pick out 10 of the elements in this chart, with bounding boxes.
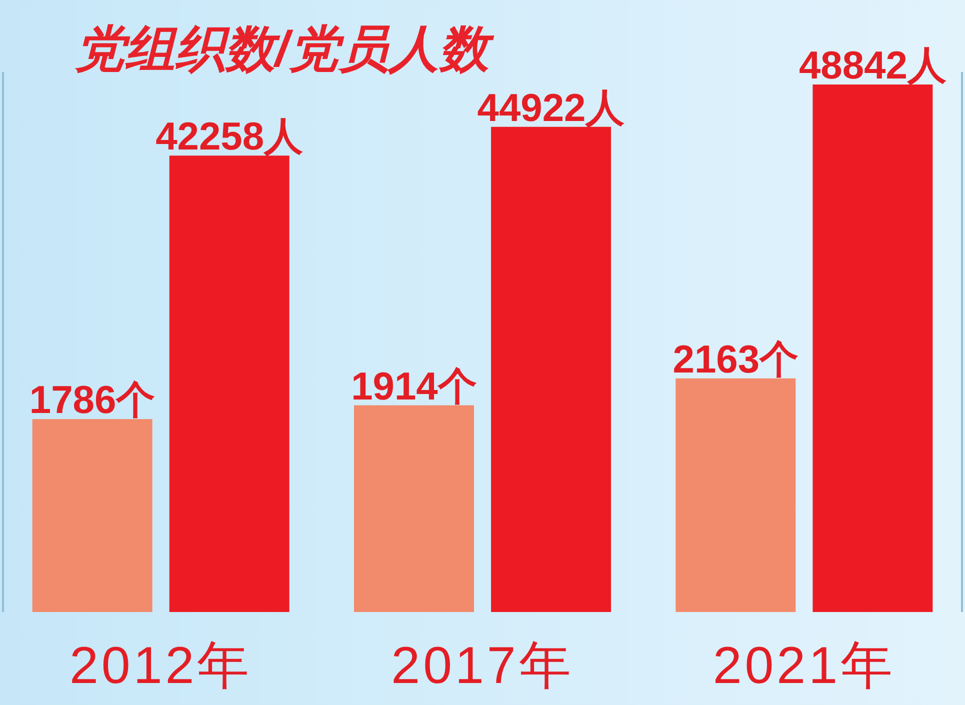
x-tick-label: 2021年 <box>712 637 896 695</box>
data-label: 2163个 <box>672 338 799 382</box>
data-label: 1914个 <box>351 365 477 408</box>
x-tick-label: 2012年 <box>69 637 252 695</box>
x-tick-label: 2017年 <box>391 637 574 695</box>
data-label: 48842人 <box>798 44 946 88</box>
data-label: 1786个 <box>29 379 156 422</box>
data-label: 42258人 <box>156 116 304 159</box>
data-label: 44922人 <box>477 86 625 130</box>
chart-title: 党组织数/党员人数 <box>74 21 495 77</box>
